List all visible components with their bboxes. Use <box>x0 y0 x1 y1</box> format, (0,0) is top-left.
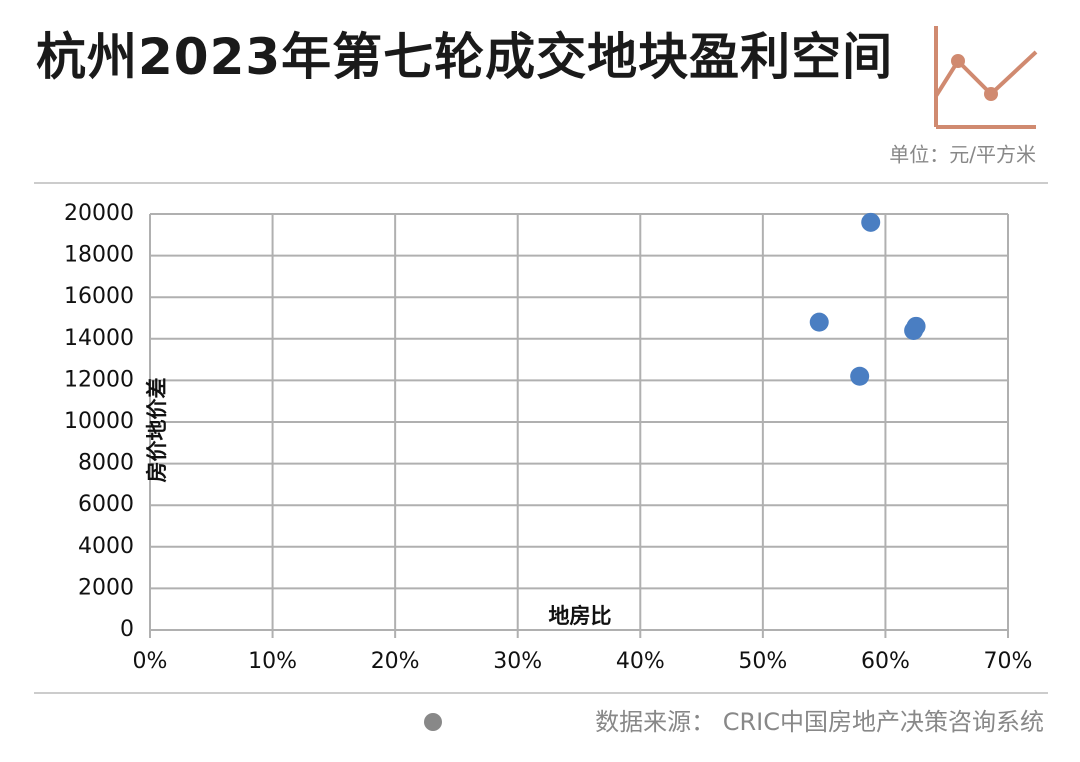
y-tick-label: 12000 <box>64 367 134 392</box>
y-tick-label: 4000 <box>78 534 134 559</box>
icon <box>934 26 1038 129</box>
plot: 0 2000 4000 6000 8000 10000 12000 14000 16000 180… <box>64 201 1032 674</box>
point <box>861 212 881 232</box>
x-tick-label: 60% <box>861 649 910 674</box>
x-tick-label: 10% <box>248 649 297 674</box>
y-tick-label: 0 <box>120 617 134 642</box>
y-tick-label: 18000 <box>64 243 134 268</box>
source-dot <box>424 713 442 731</box>
x-tick-label: 20% <box>371 649 420 674</box>
source: 数据来源： CRIC中国房地产决策咨询系统 <box>595 708 1044 736</box>
y-tick-label: 2000 <box>78 575 134 600</box>
x-tick-label: 70% <box>984 649 1033 674</box>
unit-label: 单位：元/平方米 <box>889 143 1036 167</box>
x-tick-label: 0% <box>133 649 168 674</box>
x-tick-label: 40% <box>616 649 665 674</box>
y-tick-label: 8000 <box>78 451 134 476</box>
y-tick-label: 14000 <box>64 326 134 351</box>
x-axis-label: 地房比 <box>549 604 612 628</box>
y-axis-label: 房价地价差 <box>145 378 169 483</box>
y-tick-label: 16000 <box>64 284 134 309</box>
x-tick-label: 50% <box>738 649 787 674</box>
y-tick-label: 20000 <box>64 201 134 226</box>
point <box>904 320 924 340</box>
point <box>850 366 870 386</box>
y-tick-label: 6000 <box>78 492 134 517</box>
point <box>809 312 829 332</box>
y-tick-label: 10000 <box>64 409 134 434</box>
x-tick-label: 30% <box>493 649 542 674</box>
chart-title: 杭州2023年第七轮成交地块盈利空间 <box>36 28 894 86</box>
